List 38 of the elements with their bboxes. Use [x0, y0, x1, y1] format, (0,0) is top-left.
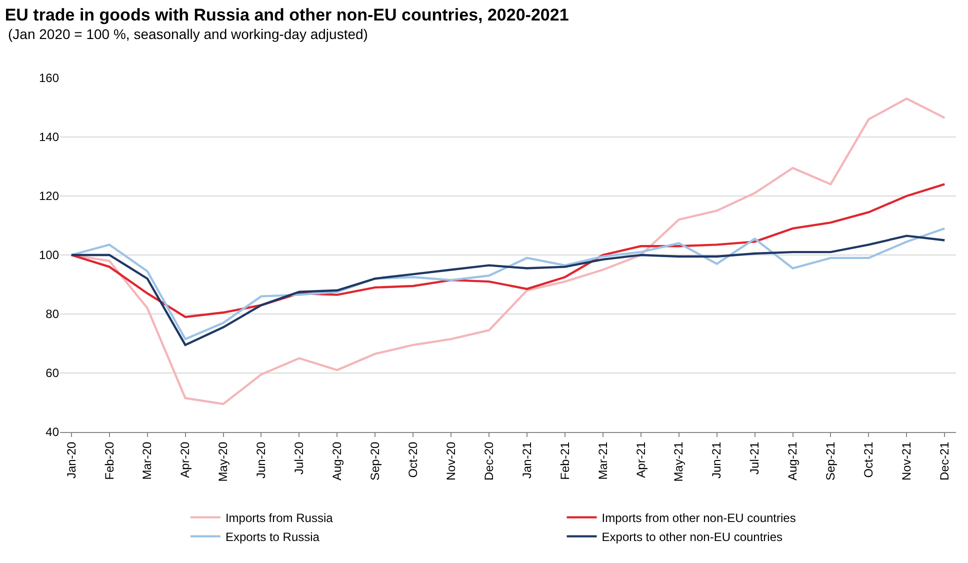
- x-tick-label: Jul-20: [292, 441, 306, 474]
- y-tick-label: 160: [38, 71, 60, 86]
- x-tick-label: Aug-21: [786, 441, 800, 481]
- x-tick-label: May-20: [216, 441, 230, 482]
- chart-title: EU trade in goods with Russia and other non-EU countries, 2020-2021: [4, 5, 569, 24]
- y-tick-label: 100: [38, 248, 60, 262]
- x-tick-label: Apr-21: [634, 441, 648, 478]
- x-tick-label: Jan-20: [64, 441, 78, 479]
- x-tick-label: Sep-21: [824, 441, 838, 481]
- x-tick-label: Oct-21: [862, 441, 876, 478]
- x-tick-label: May-21: [672, 441, 686, 482]
- y-tick-label: 40: [46, 425, 60, 440]
- y-tick-label: 120: [38, 189, 60, 204]
- y-tick-label: 80: [46, 307, 60, 322]
- x-tick-label: Mar-20: [140, 441, 154, 480]
- x-tick-label: Mar-21: [596, 441, 610, 480]
- x-tick-label: Nov-21: [900, 441, 914, 480]
- x-tick-label: Feb-20: [102, 441, 116, 480]
- x-tick-label: Oct-20: [406, 441, 420, 478]
- x-tick-label: Aug-20: [330, 441, 344, 481]
- legend-label: Exports to other non-EU countries: [602, 530, 783, 544]
- x-tick-label: Dec-20: [482, 441, 496, 480]
- y-tick-label: 60: [46, 366, 60, 380]
- x-tick-label: Apr-20: [178, 441, 192, 478]
- x-tick-label: Sep-20: [368, 441, 382, 481]
- chart-subtitle: (Jan 2020 = 100 %, seasonally and working-day adjusted): [8, 26, 368, 42]
- y-tick-label: 140: [38, 130, 60, 144]
- x-tick-label: Nov-20: [444, 441, 458, 480]
- x-tick-label: Dec-21: [938, 441, 952, 480]
- x-tick-label: Jun-20: [254, 441, 268, 479]
- legend-label: Exports to Russia: [225, 530, 320, 544]
- legend-label: Imports from other non-EU countries: [602, 510, 796, 525]
- line-series: [70, 183, 946, 318]
- x-tick-label: Jul-21: [748, 441, 762, 474]
- x-tick-label: Jan-21: [520, 441, 534, 479]
- x-tick-label: Jun-21: [710, 441, 724, 479]
- legend-label: Imports from Russia: [225, 510, 334, 525]
- x-tick-label: Feb-21: [558, 441, 572, 480]
